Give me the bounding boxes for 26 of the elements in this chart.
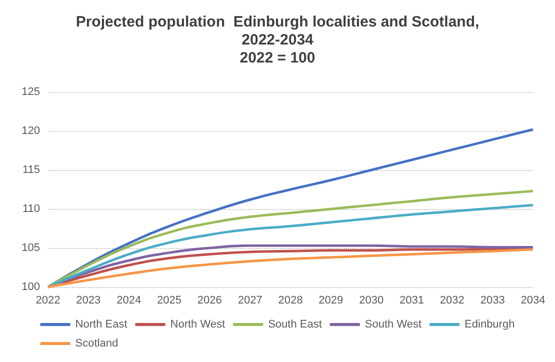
- x-tick-label: 2033: [480, 294, 505, 306]
- y-tick-label: 110: [22, 203, 40, 215]
- legend-label: South East: [268, 318, 322, 330]
- legend-label: Edinburgh: [464, 318, 515, 330]
- y-tick-label: 115: [22, 164, 40, 176]
- y-tick-label: 120: [22, 125, 40, 137]
- x-tick-label: 2034: [520, 294, 546, 306]
- x-tick-label: 2027: [238, 294, 262, 306]
- y-tick-label: 125: [22, 86, 40, 98]
- x-tick-label: 2026: [197, 294, 222, 306]
- x-tick-label: 2029: [318, 294, 344, 306]
- x-tick-label: 2025: [157, 294, 182, 306]
- y-tick-label: 100: [22, 281, 40, 293]
- chart-title: Projected population Edinburgh localities and Scotland, 2022-2034 2022 = 100: [76, 14, 480, 66]
- x-tick-label: 2031: [400, 294, 424, 306]
- legend-label: North West: [170, 318, 226, 330]
- legend-label: North East: [75, 318, 128, 330]
- x-tick-label: 2028: [278, 294, 303, 306]
- x-tick-label: 2023: [76, 294, 101, 306]
- y-tick-label: 105: [22, 242, 40, 254]
- legend-label: Scotland: [75, 338, 118, 350]
- x-tick-label: 2030: [359, 294, 384, 306]
- x-tick-label: 2024: [116, 294, 142, 306]
- legend-label: South West: [364, 318, 422, 330]
- x-tick-label: 2022: [36, 294, 60, 306]
- x-tick-label: 2032: [440, 294, 464, 306]
